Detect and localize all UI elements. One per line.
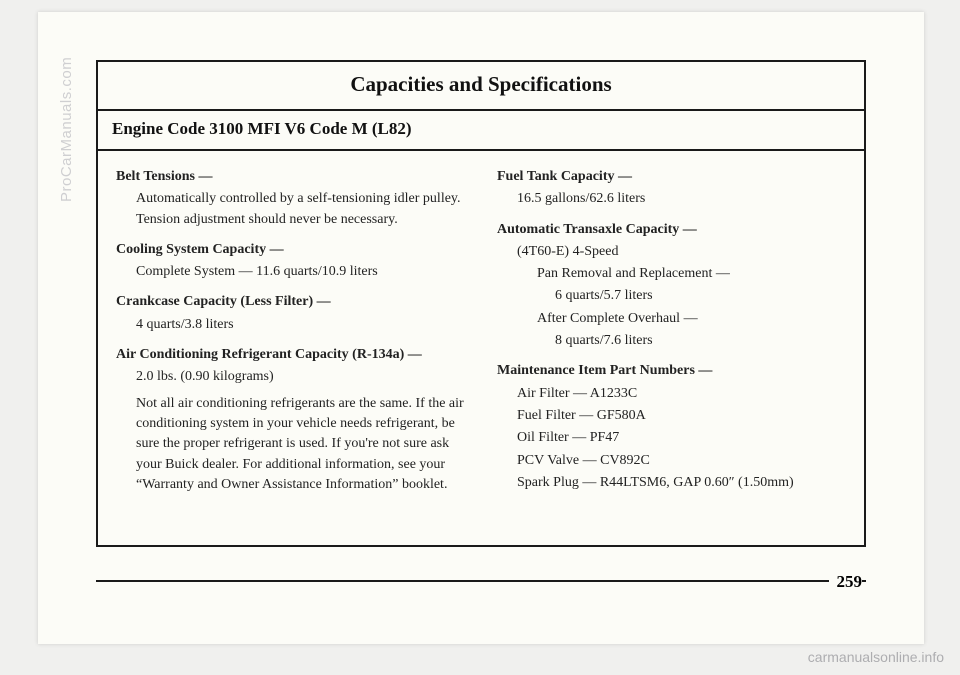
fuel-head: Fuel Tank Capacity — — [497, 167, 846, 187]
part-numbers: Maintenance Item Part Numbers — Air Filt… — [497, 361, 846, 493]
fuel-filter: Fuel Filter — GF580A — [517, 406, 846, 426]
trans-overhaul-label: After Complete Overhaul — — [537, 309, 846, 329]
watermark-left: ProCarManuals.com — [58, 57, 75, 202]
trans-pan-label: Pan Removal and Replacement — — [537, 264, 846, 284]
pcv-valve: PCV Valve — CV892C — [517, 451, 846, 471]
crankcase-text: 4 quarts/3.8 liters — [136, 315, 465, 335]
belt-tensions-text: Automatically controlled by a self-tensi… — [136, 189, 465, 230]
trans-head: Automatic Transaxle Capacity — — [497, 220, 846, 240]
trans-model: (4T60-E) 4-Speed — [517, 242, 846, 262]
trans-overhaul-value: 8 quarts/7.6 liters — [555, 331, 846, 351]
air-filter: Air Filter — A1233C — [517, 384, 846, 404]
manual-page: Capacities and Specifications Engine Cod… — [38, 12, 924, 644]
cooling-text: Complete System — 11.6 quarts/10.9 liter… — [136, 262, 465, 282]
engine-code-heading: Engine Code 3100 MFI V6 Code M (L82) — [98, 111, 864, 151]
right-column: Fuel Tank Capacity — 16.5 gallons/62.6 l… — [487, 165, 846, 505]
fuel-tank: Fuel Tank Capacity — 16.5 gallons/62.6 l… — [497, 167, 846, 210]
parts-head: Maintenance Item Part Numbers — — [497, 361, 846, 381]
page-number: 259 — [829, 572, 863, 592]
belt-tensions: Belt Tensions — Automatically controlled… — [116, 167, 465, 230]
spec-table: Capacities and Specifications Engine Cod… — [96, 60, 866, 547]
watermark-right: carmanualsonline.info — [808, 649, 944, 665]
trans-pan-value: 6 quarts/5.7 liters — [555, 286, 846, 306]
fuel-text: 16.5 gallons/62.6 liters — [517, 189, 846, 209]
transaxle: Automatic Transaxle Capacity — (4T60-E) … — [497, 220, 846, 352]
ac-value: 2.0 lbs. (0.90 kilograms) — [136, 367, 465, 387]
spark-plug: Spark Plug — R44LTSM6, GAP 0.60″ (1.50mm… — [517, 473, 846, 493]
cooling-capacity: Cooling System Capacity — Complete Syste… — [116, 240, 465, 283]
belt-tensions-head: Belt Tensions — — [116, 167, 465, 187]
ac-note: Not all air conditioning refrigerants ar… — [136, 394, 465, 495]
spec-body: Belt Tensions — Automatically controlled… — [98, 151, 864, 545]
oil-filter: Oil Filter — PF47 — [517, 428, 846, 448]
footer-rule — [96, 580, 866, 582]
cooling-head: Cooling System Capacity — — [116, 240, 465, 260]
left-column: Belt Tensions — Automatically controlled… — [116, 165, 487, 505]
page-title: Capacities and Specifications — [98, 62, 864, 111]
crankcase-head: Crankcase Capacity (Less Filter) — — [116, 292, 465, 312]
ac-head: Air Conditioning Refrigerant Capacity (R… — [116, 345, 465, 365]
crankcase-capacity: Crankcase Capacity (Less Filter) — 4 qua… — [116, 292, 465, 335]
ac-refrigerant: Air Conditioning Refrigerant Capacity (R… — [116, 345, 465, 495]
